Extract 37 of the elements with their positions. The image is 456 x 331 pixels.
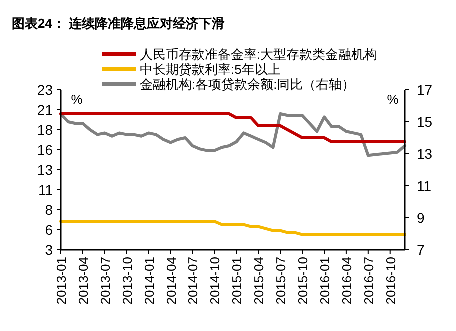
x-tick-label: 2013-10 xyxy=(120,257,135,305)
x-tick-label: 2016-04 xyxy=(339,257,354,305)
y-tick-label: 8 xyxy=(45,202,54,218)
y-tick-label: 23 xyxy=(37,82,54,98)
legend-label: 人民币存款准备金率:大型存款类金融机构 xyxy=(140,47,378,62)
x-tick-label: 2014-10 xyxy=(208,257,223,305)
y-tick-label: 16 xyxy=(37,142,54,158)
y-tick-label: 3 xyxy=(45,242,54,258)
x-tick-label: 2016-10 xyxy=(383,257,398,305)
x-tick-label: 2013-07 xyxy=(98,257,113,305)
x-tick-label: 2015-04 xyxy=(252,257,267,305)
y-tick-label: 6 xyxy=(45,222,54,238)
y2-tick-label: 7 xyxy=(417,242,425,258)
x-tick-label: 2015-07 xyxy=(274,257,289,305)
y-tick-label: 18 xyxy=(37,122,54,138)
y2-tick-label: 17 xyxy=(417,82,433,98)
x-tick-label: 2016-07 xyxy=(361,257,376,305)
chart-title: 图表24： 连续降准降息应对经济下滑 xyxy=(12,16,226,31)
x-tick-label: 2013-04 xyxy=(76,257,91,305)
y-tick-label: 13 xyxy=(37,162,54,178)
y2-tick-label: 11 xyxy=(417,178,432,194)
y2-tick-label: 13 xyxy=(417,146,433,162)
x-tick-label: 2015-01 xyxy=(230,257,245,305)
x-tick-label: 2014-07 xyxy=(186,257,201,305)
x-tick-label: 2016-01 xyxy=(317,257,332,305)
x-tick-label: 2013-01 xyxy=(54,257,69,305)
y2-axis-title: % xyxy=(387,92,400,107)
legend-label: 金融机构:各项贷款余额:同比（右轴） xyxy=(140,77,356,92)
y-tick-label: 11 xyxy=(38,182,54,198)
y-axis-title: % xyxy=(71,92,84,107)
x-tick-label: 2014-04 xyxy=(164,257,179,305)
x-tick-label: 2015-10 xyxy=(296,257,311,305)
x-tick-label: 2014-01 xyxy=(142,257,157,305)
legend-label: 中长期贷款利率:5年以上 xyxy=(140,62,281,77)
y2-tick-label: 15 xyxy=(417,114,433,130)
y2-tick-label: 9 xyxy=(417,210,425,226)
y-tick-label: 21 xyxy=(37,102,54,118)
